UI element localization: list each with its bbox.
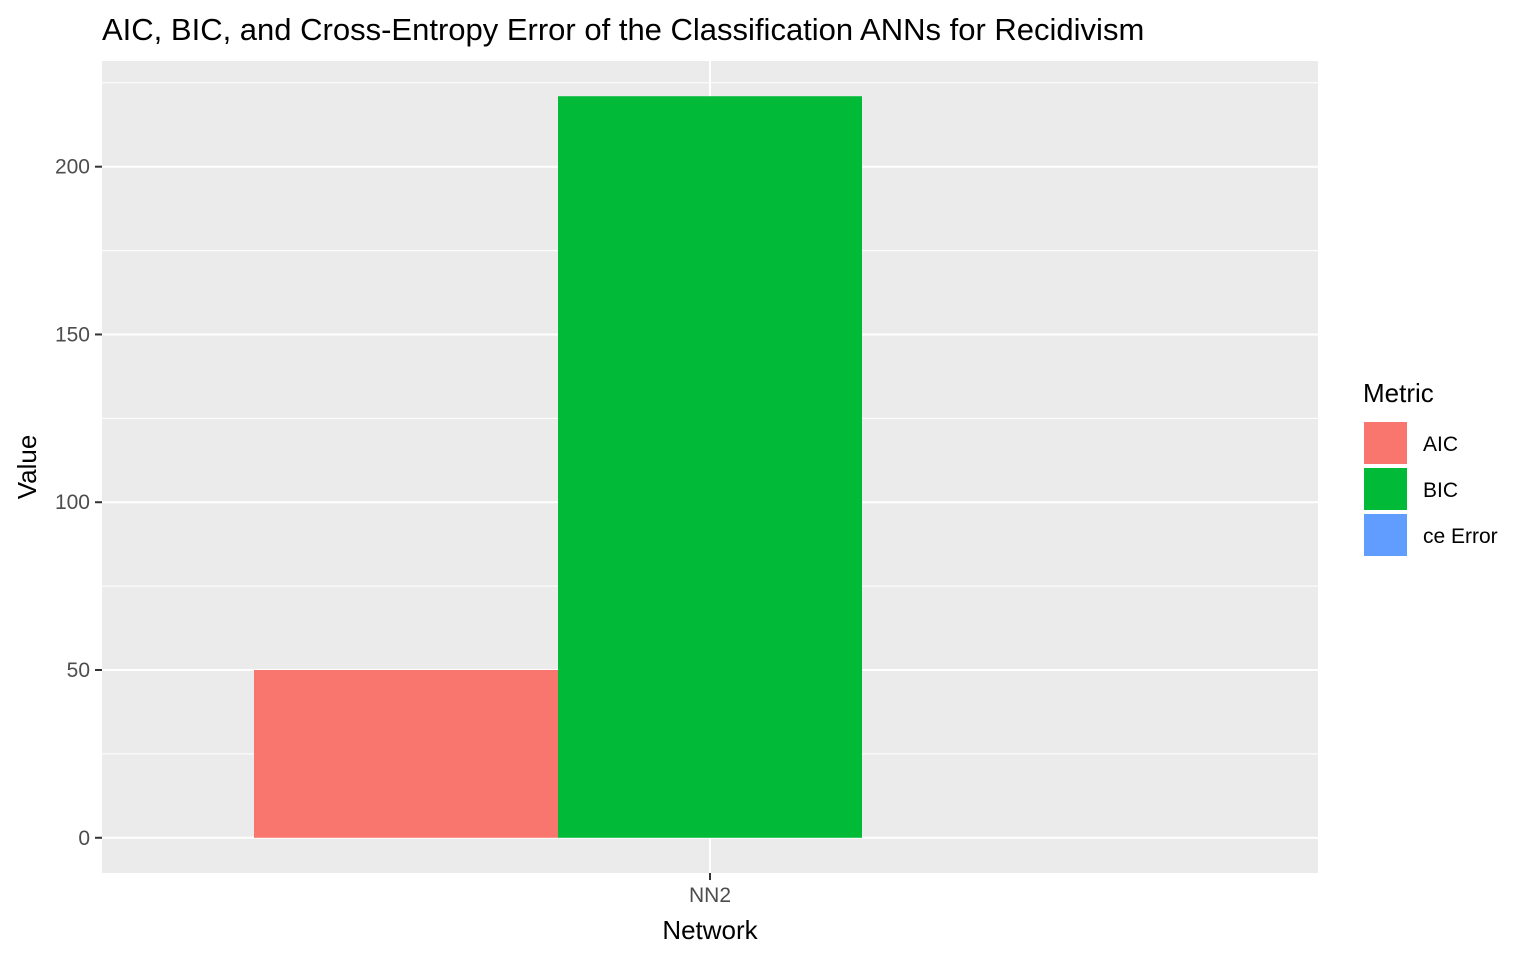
y-tick-label: 100 [55, 491, 90, 514]
bar-bic [558, 96, 862, 838]
legend-key-bic [1364, 468, 1407, 510]
bar-aic [254, 670, 558, 838]
y-tick-label: 50 [67, 659, 90, 682]
x-tick-label: NN2 [689, 884, 731, 907]
y-tick-label: 200 [55, 156, 90, 179]
legend-title: Metric [1363, 378, 1434, 408]
x-axis: NN2 [689, 873, 731, 907]
y-axis: 0 50 100 150 200 [55, 156, 102, 850]
legend-label: AIC [1423, 433, 1458, 456]
y-tick-label: 0 [78, 827, 90, 850]
legend-key-ce-error [1364, 514, 1407, 556]
legend-label: ce Error [1423, 525, 1498, 548]
bars [254, 96, 862, 838]
x-axis-label: Network [662, 915, 758, 945]
y-axis-label: Value [12, 435, 42, 500]
chart-title: AIC, BIC, and Cross-Entropy Error of the… [102, 12, 1144, 47]
legend: Metric AIC BIC ce Error [1363, 378, 1498, 556]
legend-key-aic [1364, 422, 1407, 464]
y-tick-label: 150 [55, 323, 90, 346]
legend-label: BIC [1423, 479, 1458, 502]
